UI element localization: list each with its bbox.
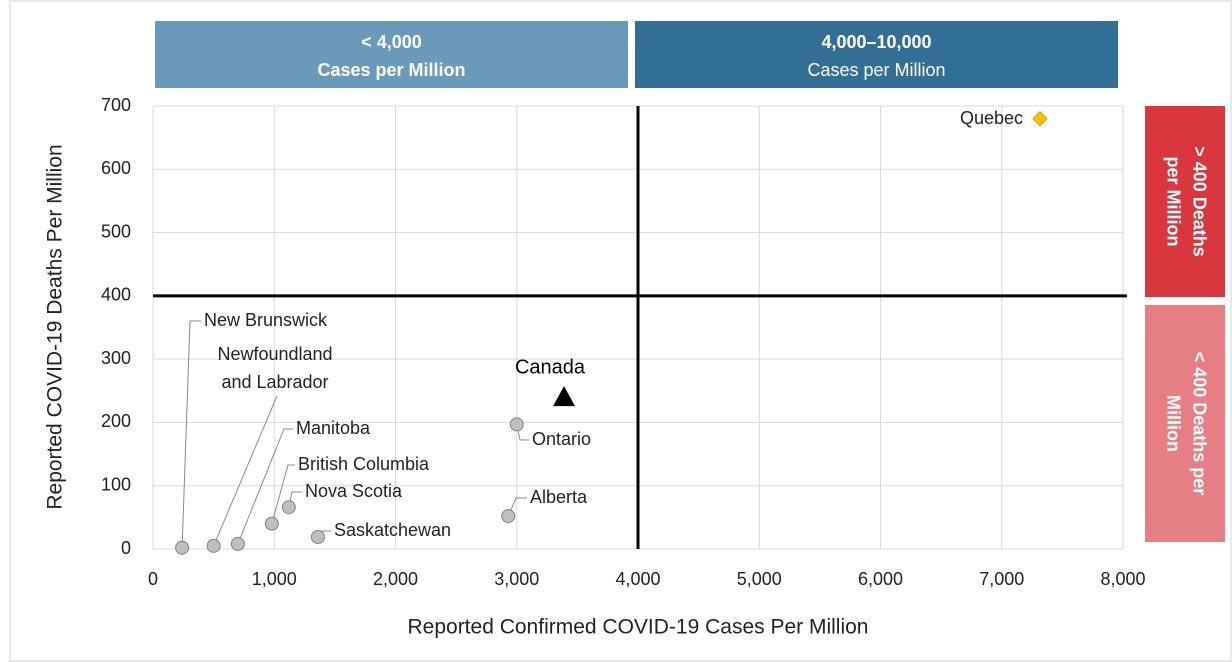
- point-label: New Brunswick: [204, 310, 328, 330]
- quadrant-box: [635, 21, 1118, 88]
- x-tick-label: 7,000: [979, 569, 1024, 589]
- x-tick-label: 6,000: [858, 569, 903, 589]
- x-tick-label: 5,000: [737, 569, 782, 589]
- leader-line: [271, 464, 295, 524]
- point-label: Saskatchewan: [334, 520, 451, 540]
- chart-border: [9, 0, 1232, 662]
- leader-line: [181, 320, 201, 548]
- quadrant-label: > 400 Deaths: [1189, 146, 1209, 257]
- point-label: Nova Scotia: [305, 481, 403, 501]
- x-tick-label: 0: [148, 569, 158, 589]
- y-tick-label: 200: [101, 411, 131, 431]
- leader-line: [237, 428, 293, 545]
- quadrant-label: Million: [1163, 395, 1183, 452]
- y-tick-label: 100: [101, 474, 131, 494]
- quadrant-label: per Million: [1163, 157, 1183, 247]
- x-tick-label: 4,000: [615, 569, 660, 589]
- marker: [206, 538, 221, 553]
- quadrant-label: < 400 Deaths per: [1189, 352, 1209, 496]
- quadrant-label: Cases per Million: [317, 60, 465, 80]
- quadrant-label: < 4,000: [361, 32, 422, 52]
- quadrant-box: [1145, 305, 1225, 542]
- quadrant-box: [155, 21, 628, 88]
- marker: [310, 529, 325, 544]
- y-axis-title: Reported COVID-19 Deaths Per Million: [44, 144, 67, 509]
- marker: [553, 386, 576, 407]
- x-tick-label: 1,000: [252, 569, 297, 589]
- y-tick-label: 500: [101, 221, 131, 241]
- x-axis-title: Reported Confirmed COVID-19 Cases Per Mi…: [407, 616, 868, 639]
- marker: [175, 540, 190, 555]
- y-tick-label: 400: [101, 285, 131, 305]
- marker: [281, 500, 296, 515]
- point-label: Quebec: [960, 108, 1023, 128]
- y-tick-label: 600: [101, 158, 131, 178]
- y-tick-label: 700: [101, 95, 131, 115]
- y-tick-label: 0: [121, 538, 131, 558]
- point-label: Manitoba: [296, 418, 371, 438]
- leader-line: [213, 395, 278, 547]
- marker: [509, 417, 524, 432]
- x-tick-label: 8,000: [1100, 569, 1145, 589]
- point-label: Canada: [515, 356, 586, 378]
- quadrant-label: Cases per Million: [807, 60, 945, 80]
- x-tick-label: 2,000: [373, 569, 418, 589]
- marker: [1032, 110, 1048, 127]
- point-label: and Labrador: [221, 372, 328, 392]
- point-label: British Columbia: [298, 454, 430, 474]
- y-tick-label: 300: [101, 348, 131, 368]
- quadrant-box: [1145, 106, 1225, 297]
- x-tick-label: 3,000: [494, 569, 539, 589]
- marker: [501, 509, 516, 524]
- marker: [264, 516, 279, 531]
- marker: [230, 536, 245, 551]
- point-label: Ontario: [532, 429, 591, 449]
- quadrant-label: 4,000–10,000: [821, 32, 931, 52]
- point-label: Alberta: [530, 487, 588, 507]
- point-label: Newfoundland: [217, 344, 332, 364]
